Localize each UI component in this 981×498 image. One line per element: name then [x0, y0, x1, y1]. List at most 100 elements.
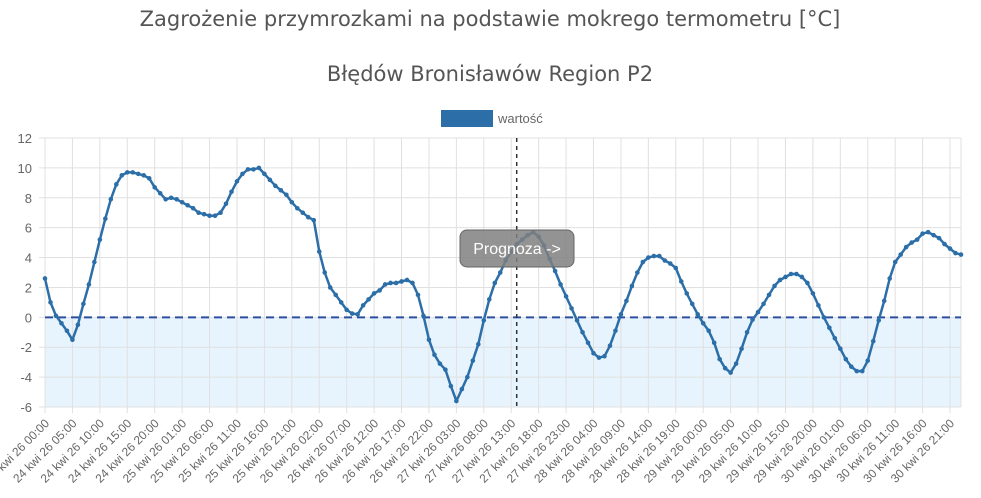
data-point: [333, 292, 339, 298]
data-point: [355, 312, 360, 317]
data-point: [750, 317, 755, 322]
data-point: [881, 298, 887, 304]
data-point: [706, 328, 711, 334]
data-point: [925, 229, 931, 235]
data-point: [843, 356, 849, 362]
data-point: [827, 325, 832, 331]
data-point: [207, 213, 212, 219]
data-point: [783, 274, 788, 280]
data-point: [678, 279, 684, 284]
frost-zone-box: [45, 317, 961, 407]
forecast-label-text: Prognoza ->: [473, 241, 561, 258]
data-point: [892, 259, 898, 265]
data-point: [640, 259, 646, 265]
y-tick-label: 2: [25, 280, 32, 295]
data-point: [289, 199, 295, 205]
data-point: [371, 291, 377, 296]
data-point: [755, 309, 761, 315]
data-point: [432, 352, 437, 357]
data-point: [728, 370, 733, 375]
frost-zone: [45, 317, 961, 407]
data-point: [580, 329, 585, 335]
data-point: [887, 276, 892, 281]
y-tick-label: 4: [25, 251, 32, 266]
data-point: [832, 335, 838, 341]
data-point: [552, 268, 558, 274]
data-point: [437, 361, 443, 366]
data-point: [602, 353, 607, 359]
y-tick-label: 10: [18, 161, 32, 176]
data-point: [591, 350, 596, 356]
data-point: [695, 312, 701, 317]
data-point: [870, 338, 876, 344]
data-point: [624, 298, 629, 304]
data-point: [201, 211, 207, 217]
data-point: [662, 258, 668, 263]
data-point: [157, 190, 163, 196]
data-point: [92, 259, 97, 265]
data-point: [733, 361, 739, 366]
data-point: [481, 318, 487, 323]
data-point: [338, 300, 344, 305]
forecast-label: Prognoza ->: [459, 229, 575, 268]
data-point: [218, 210, 223, 216]
legend-swatch: [441, 110, 493, 127]
data-point: [382, 282, 388, 287]
data-point: [684, 291, 690, 296]
data-point: [816, 303, 821, 308]
data-point: [103, 216, 108, 221]
data-point: [152, 185, 158, 190]
data-point: [953, 250, 958, 256]
data-point: [607, 343, 613, 349]
data-point: [465, 374, 470, 380]
y-axis: 12 10 8 6 4 2 0 -2 -4 -6: [18, 131, 32, 415]
data-point: [426, 337, 432, 343]
data-point: [574, 318, 580, 323]
data-point: [135, 171, 141, 177]
data-point: [146, 176, 152, 181]
data-point: [569, 306, 574, 311]
data-point: [59, 321, 64, 326]
data-point: [81, 301, 86, 307]
data-point: [909, 240, 914, 245]
data-point: [284, 192, 289, 198]
data-point: [42, 276, 48, 281]
data-point: [942, 241, 947, 247]
data-point: [273, 183, 278, 189]
data-point: [722, 365, 728, 371]
data-point: [821, 315, 827, 320]
data-point: [344, 307, 349, 313]
data-point: [185, 202, 190, 208]
data-point: [393, 280, 399, 286]
data-point: [278, 188, 284, 193]
data-point: [903, 244, 909, 250]
data-point: [914, 237, 920, 242]
data-point: [229, 189, 234, 195]
data-point: [108, 196, 114, 202]
data-point: [349, 311, 355, 316]
legend[interactable]: wartość: [441, 110, 543, 127]
y-tick-label: 6: [25, 221, 32, 236]
data-point: [898, 252, 903, 257]
data-point: [48, 300, 53, 305]
data-point: [64, 328, 70, 334]
data-point: [766, 292, 772, 298]
data-point: [805, 280, 810, 286]
data-point: [810, 291, 816, 296]
y-tick-label: -6: [20, 400, 32, 415]
data-point: [646, 255, 651, 260]
chart-subtitle: Błędów Bronisławów Region P2: [327, 62, 653, 86]
data-point: [399, 279, 404, 284]
data-point: [119, 173, 125, 178]
data-point: [421, 313, 426, 319]
data-point: [97, 237, 103, 242]
data-point: [130, 170, 136, 175]
data-point: [75, 322, 81, 328]
data-point: [174, 196, 179, 202]
data-point: [415, 292, 421, 298]
data-point: [124, 170, 130, 175]
y-tick-label: -4: [20, 370, 32, 385]
data-point: [761, 301, 766, 307]
